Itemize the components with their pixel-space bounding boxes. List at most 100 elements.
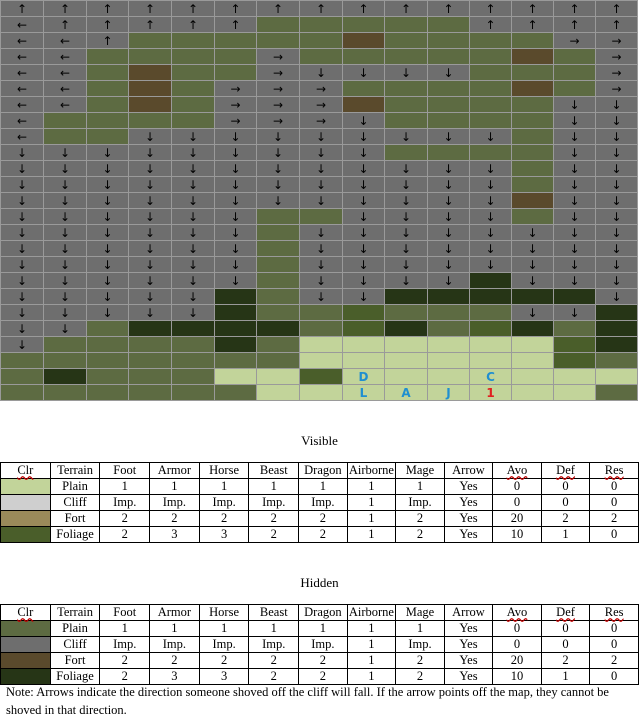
map-cell: ↓ xyxy=(214,144,257,161)
map-cell: ↓ xyxy=(43,288,87,305)
map-cell: ↓ xyxy=(427,224,470,241)
map-cell xyxy=(553,48,596,65)
map-cell xyxy=(469,96,512,113)
map-cell: ↓ xyxy=(595,128,638,145)
map-cell: ↑ xyxy=(171,16,215,33)
map-cell: ↓ xyxy=(299,240,343,257)
map-cell: ↓ xyxy=(553,224,596,241)
map-cell xyxy=(595,336,638,353)
fall-direction-arrow: ↓ xyxy=(400,177,412,192)
map-cell: ↓ xyxy=(342,224,385,241)
fall-direction-arrow: ↑ xyxy=(187,17,199,32)
table-cell: 1 xyxy=(149,478,200,495)
table-cell: Imp. xyxy=(248,494,300,511)
fall-direction-arrow: ↑ xyxy=(59,17,71,32)
map-cell: ← xyxy=(0,80,44,97)
map-cell xyxy=(511,160,554,177)
table-cell: Foliage xyxy=(49,526,101,543)
map-cell: ← xyxy=(0,32,44,49)
fall-direction-arrow: ↑ xyxy=(443,1,454,16)
fall-direction-arrow: ↓ xyxy=(485,257,496,272)
map-cell xyxy=(511,144,554,161)
fall-direction-arrow: ↓ xyxy=(400,129,412,144)
color-swatch xyxy=(0,620,51,637)
map-cell: ↓ xyxy=(384,240,428,257)
column-header: Foot xyxy=(99,604,151,621)
map-cell: ← xyxy=(0,112,44,129)
map-cell: ↓ xyxy=(469,128,512,145)
map-cell: ↑ xyxy=(553,0,596,17)
map-cell xyxy=(171,48,215,65)
map-cell xyxy=(256,16,300,33)
map-cell xyxy=(86,352,129,369)
fall-direction-arrow: ↑ xyxy=(485,17,496,32)
terrain-map: ↑ ↑ ↑ ↑ ↑ ↑ ↑ ↑ ↑ ↑ ↑ ↑ ↑ ↑ ↑ ← ↑ ↑ ↑ ↑ ↑ ↑ ↑ ↑ ↑ ← ← ↑ → → ← ← → → ← ← → ↓ ↓ ↓… xyxy=(0,0,638,401)
map-cell xyxy=(384,96,428,113)
map-cell: ↓ xyxy=(299,176,343,193)
column-header: Avo xyxy=(492,462,542,479)
table-cell: Imp. xyxy=(198,494,250,511)
table-cell: 0 xyxy=(589,668,639,685)
fall-direction-arrow: ↓ xyxy=(485,225,496,240)
table-cell: 0 xyxy=(492,494,542,511)
map-cell: ↓ xyxy=(299,288,343,305)
fall-direction-arrow: ↓ xyxy=(400,209,412,224)
map-cell: → xyxy=(553,32,596,49)
fall-direction-arrow: ↓ xyxy=(485,129,496,144)
map-cell xyxy=(43,352,87,369)
table-cell: 0 xyxy=(589,620,639,637)
table-cell: 0 xyxy=(589,526,639,543)
table-cell: 2 xyxy=(149,510,200,527)
map-cell: ↓ xyxy=(171,128,215,145)
map-cell: ↓ xyxy=(0,320,44,337)
table-cell: 2 xyxy=(395,526,445,543)
fall-direction-arrow: ↓ xyxy=(485,161,496,176)
table-cell: Yes xyxy=(443,668,494,685)
fall-direction-arrow: ← xyxy=(16,65,28,80)
map-cell xyxy=(128,336,172,353)
map-cell xyxy=(511,288,554,305)
fall-direction-arrow: ↓ xyxy=(400,225,412,240)
map-cell xyxy=(469,304,512,321)
table-cell: Yes xyxy=(443,510,494,527)
map-cell: ← xyxy=(0,48,44,65)
fall-direction-arrow: ↑ xyxy=(102,33,113,48)
table-cell: 2 xyxy=(589,652,639,669)
table-cell: 1 xyxy=(346,494,397,511)
fall-direction-arrow: ↓ xyxy=(485,209,496,224)
table-cell: 1 xyxy=(198,478,250,495)
fall-direction-arrow: ↓ xyxy=(144,241,156,256)
map-cell: ↓ xyxy=(595,176,638,193)
color-swatch xyxy=(0,526,51,543)
map-cell: ← xyxy=(0,96,44,113)
fall-direction-arrow: → xyxy=(230,113,241,128)
table-cell: 0 xyxy=(540,494,591,511)
map-cell: ↓ xyxy=(595,224,638,241)
fall-direction-arrow: ↓ xyxy=(272,145,284,160)
map-cell: C xyxy=(469,368,512,385)
map-cell: ↓ xyxy=(86,240,129,257)
fall-direction-arrow: ↑ xyxy=(400,1,412,16)
table-cell: 2 xyxy=(540,652,591,669)
map-cell: → xyxy=(214,96,257,113)
map-cell: D xyxy=(342,368,385,385)
map-cell xyxy=(342,352,385,369)
fall-direction-arrow: ↓ xyxy=(144,161,156,176)
table-cell: Yes xyxy=(443,526,494,543)
map-cell xyxy=(128,64,172,81)
fall-direction-arrow: ↓ xyxy=(443,177,454,192)
map-cell: → xyxy=(214,80,257,97)
map-cell: ↓ xyxy=(171,256,215,273)
fall-direction-arrow: ↓ xyxy=(443,273,454,288)
map-cell: ← xyxy=(43,32,87,49)
fall-direction-arrow: ↓ xyxy=(358,241,369,256)
fall-direction-arrow: ↓ xyxy=(102,161,113,176)
map-cell xyxy=(553,384,596,401)
map-cell: ↓ xyxy=(128,128,172,145)
map-cell: ↓ xyxy=(86,144,129,161)
table-cell: Imp. xyxy=(149,636,200,653)
map-cell xyxy=(214,304,257,321)
map-cell: ↓ xyxy=(214,160,257,177)
table-cell: 1 xyxy=(248,478,300,495)
map-cell xyxy=(171,112,215,129)
